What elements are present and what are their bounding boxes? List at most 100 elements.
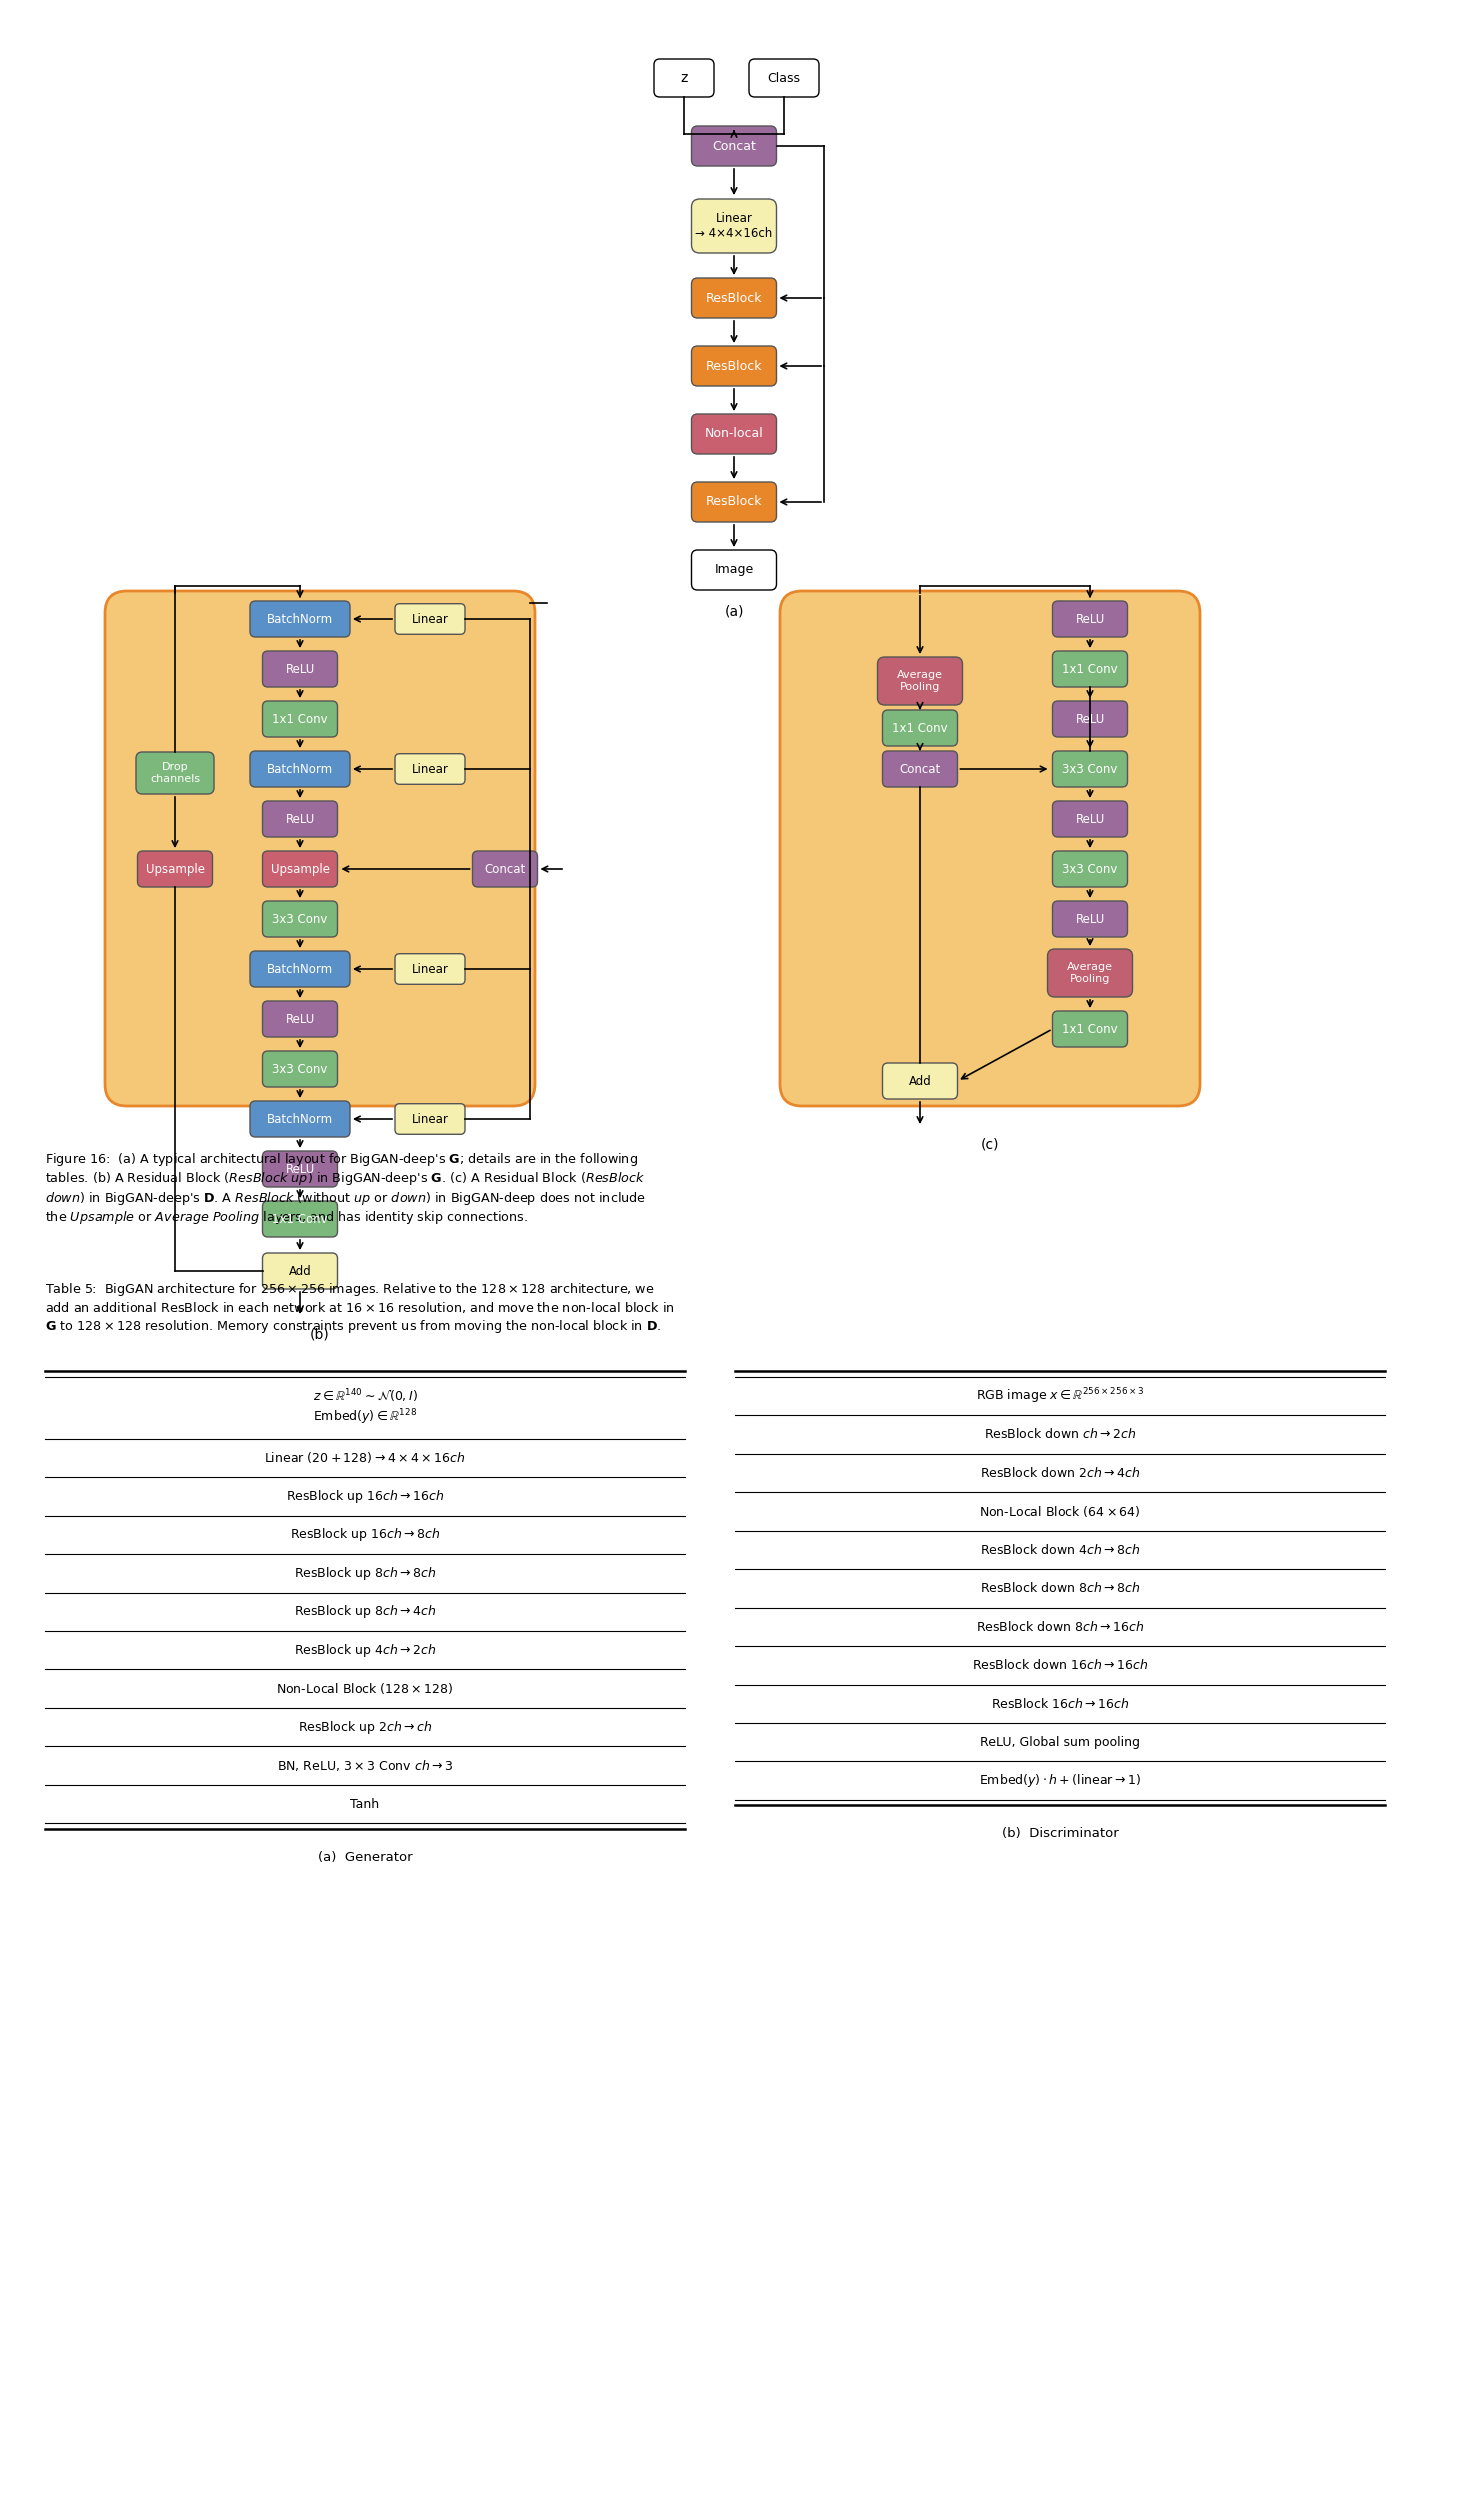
FancyBboxPatch shape xyxy=(691,413,777,454)
FancyBboxPatch shape xyxy=(691,481,777,521)
FancyBboxPatch shape xyxy=(691,549,777,589)
Text: Drop
channels: Drop channels xyxy=(150,762,200,784)
Text: ResBlock down $8ch \rightarrow 8ch$: ResBlock down $8ch \rightarrow 8ch$ xyxy=(979,1581,1141,1596)
Text: (a): (a) xyxy=(724,604,744,619)
FancyBboxPatch shape xyxy=(263,902,338,937)
FancyBboxPatch shape xyxy=(1048,950,1132,997)
Text: Upsample: Upsample xyxy=(270,862,329,875)
Text: Linear: Linear xyxy=(411,1113,448,1125)
Text: Concat: Concat xyxy=(900,762,941,774)
Text: ReLU, Global sum pooling: ReLU, Global sum pooling xyxy=(981,1737,1141,1749)
FancyBboxPatch shape xyxy=(1053,902,1127,937)
Text: (c): (c) xyxy=(981,1138,1000,1150)
FancyBboxPatch shape xyxy=(250,752,349,787)
Text: ResBlock up $8ch \rightarrow 4ch$: ResBlock up $8ch \rightarrow 4ch$ xyxy=(294,1604,436,1621)
Text: ReLU: ReLU xyxy=(285,1163,314,1175)
Text: ReLU: ReLU xyxy=(1076,611,1104,626)
Text: Figure 16:  (a) A typical architectural layout for BigGAN-deep's $\mathbf{G}$; d: Figure 16: (a) A typical architectural l… xyxy=(46,1150,646,1225)
Text: 1x1 Conv: 1x1 Conv xyxy=(1063,662,1117,677)
Text: Add: Add xyxy=(289,1266,311,1278)
Text: ResBlock down $ch \rightarrow 2ch$: ResBlock down $ch \rightarrow 2ch$ xyxy=(984,1428,1136,1441)
Text: ResBlock up $2ch \rightarrow ch$: ResBlock up $2ch \rightarrow ch$ xyxy=(298,1719,432,1737)
FancyBboxPatch shape xyxy=(395,604,465,634)
FancyBboxPatch shape xyxy=(395,955,465,985)
FancyBboxPatch shape xyxy=(395,754,465,784)
Text: 1x1 Conv: 1x1 Conv xyxy=(272,1213,327,1225)
Text: ReLU: ReLU xyxy=(1076,712,1104,727)
FancyBboxPatch shape xyxy=(250,950,349,987)
Text: $\mathrm{Embed}(y) \cdot h + (\mathrm{linear} \rightarrow 1)$: $\mathrm{Embed}(y) \cdot h + (\mathrm{li… xyxy=(979,1772,1141,1789)
Text: BatchNorm: BatchNorm xyxy=(267,1113,333,1125)
Text: ResBlock: ResBlock xyxy=(706,496,762,509)
Text: BatchNorm: BatchNorm xyxy=(267,611,333,626)
Text: BatchNorm: BatchNorm xyxy=(267,962,333,975)
Text: ResBlock up $8ch \rightarrow 8ch$: ResBlock up $8ch \rightarrow 8ch$ xyxy=(294,1564,436,1581)
Text: (a)  Generator: (a) Generator xyxy=(317,1852,413,1864)
FancyBboxPatch shape xyxy=(263,852,338,887)
FancyBboxPatch shape xyxy=(655,60,713,98)
Text: 3x3 Conv: 3x3 Conv xyxy=(1063,762,1117,774)
FancyBboxPatch shape xyxy=(263,1253,338,1288)
Text: ReLU: ReLU xyxy=(1076,812,1104,824)
Text: ResBlock $16ch \rightarrow 16ch$: ResBlock $16ch \rightarrow 16ch$ xyxy=(991,1697,1129,1712)
Text: (b)  Discriminator: (b) Discriminator xyxy=(1001,1827,1119,1839)
Text: (b): (b) xyxy=(310,1328,330,1341)
Text: Concat: Concat xyxy=(712,140,756,153)
Text: ResBlock down $2ch \rightarrow 4ch$: ResBlock down $2ch \rightarrow 4ch$ xyxy=(979,1466,1141,1479)
Text: z: z xyxy=(680,70,687,85)
FancyBboxPatch shape xyxy=(263,802,338,837)
FancyBboxPatch shape xyxy=(1053,652,1127,687)
Text: BatchNorm: BatchNorm xyxy=(267,762,333,774)
Text: Upsample: Upsample xyxy=(145,862,204,875)
FancyBboxPatch shape xyxy=(138,852,213,887)
Text: ResBlock down $8ch \rightarrow 16ch$: ResBlock down $8ch \rightarrow 16ch$ xyxy=(976,1619,1144,1634)
Text: RGB image $x \in \mathbb{R}^{256 \times 256 \times 3}$: RGB image $x \in \mathbb{R}^{256 \times … xyxy=(976,1386,1144,1406)
FancyBboxPatch shape xyxy=(1053,1010,1127,1048)
FancyBboxPatch shape xyxy=(780,591,1199,1105)
FancyBboxPatch shape xyxy=(263,1050,338,1088)
Text: 3x3 Conv: 3x3 Conv xyxy=(272,1063,327,1075)
Text: Tanh: Tanh xyxy=(351,1797,380,1812)
FancyBboxPatch shape xyxy=(691,278,777,318)
Text: 3x3 Conv: 3x3 Conv xyxy=(272,912,327,925)
Text: Non-Local Block $(128 \times 128)$: Non-Local Block $(128 \times 128)$ xyxy=(276,1682,454,1697)
FancyBboxPatch shape xyxy=(878,657,963,704)
Text: Table 5:  BigGAN architecture for $256 \times 256$ images. Relative to the $128 : Table 5: BigGAN architecture for $256 \t… xyxy=(46,1281,675,1336)
Text: ReLU: ReLU xyxy=(285,812,314,824)
FancyBboxPatch shape xyxy=(263,1200,338,1238)
FancyBboxPatch shape xyxy=(691,125,777,165)
FancyBboxPatch shape xyxy=(263,1150,338,1188)
FancyBboxPatch shape xyxy=(882,709,957,747)
Text: ResBlock up $4ch \rightarrow 2ch$: ResBlock up $4ch \rightarrow 2ch$ xyxy=(294,1641,436,1659)
FancyBboxPatch shape xyxy=(1053,852,1127,887)
Text: BN, ReLU, $3 \times 3$ Conv $ch \rightarrow 3$: BN, ReLU, $3 \times 3$ Conv $ch \rightar… xyxy=(277,1759,454,1774)
FancyBboxPatch shape xyxy=(473,852,537,887)
FancyBboxPatch shape xyxy=(691,346,777,386)
Text: 1x1 Conv: 1x1 Conv xyxy=(893,722,948,734)
Text: $z \in \mathbb{R}^{140} \sim \mathcal{N}(0, I)$
$\mathrm{Embed}(y) \in \mathbb{R: $z \in \mathbb{R}^{140} \sim \mathcal{N}… xyxy=(313,1388,417,1428)
Text: Linear: Linear xyxy=(411,611,448,626)
Text: 1x1 Conv: 1x1 Conv xyxy=(1063,1022,1117,1035)
Text: ResBlock: ResBlock xyxy=(706,291,762,306)
Text: 1x1 Conv: 1x1 Conv xyxy=(272,712,327,727)
FancyBboxPatch shape xyxy=(263,702,338,737)
FancyBboxPatch shape xyxy=(106,591,534,1105)
Text: ReLU: ReLU xyxy=(285,1012,314,1025)
FancyBboxPatch shape xyxy=(263,652,338,687)
Text: Non-Local Block $(64 \times 64)$: Non-Local Block $(64 \times 64)$ xyxy=(979,1504,1141,1519)
FancyBboxPatch shape xyxy=(1053,802,1127,837)
Text: Class: Class xyxy=(768,73,800,85)
Text: Linear
→ 4×4×16ch: Linear → 4×4×16ch xyxy=(696,213,772,241)
Text: Linear $(20 + 128) \rightarrow 4 \times 4 \times 16ch$: Linear $(20 + 128) \rightarrow 4 \times … xyxy=(264,1451,465,1466)
FancyBboxPatch shape xyxy=(250,1100,349,1138)
Text: ReLU: ReLU xyxy=(1076,912,1104,925)
Text: ResBlock down $4ch \rightarrow 8ch$: ResBlock down $4ch \rightarrow 8ch$ xyxy=(979,1544,1141,1556)
Text: ResBlock up $16ch \rightarrow 16ch$: ResBlock up $16ch \rightarrow 16ch$ xyxy=(286,1489,445,1504)
Text: ResBlock down $16ch \rightarrow 16ch$: ResBlock down $16ch \rightarrow 16ch$ xyxy=(972,1659,1148,1672)
Text: Add: Add xyxy=(909,1075,931,1088)
FancyBboxPatch shape xyxy=(137,752,214,794)
FancyBboxPatch shape xyxy=(1053,752,1127,787)
Text: Linear: Linear xyxy=(411,962,448,975)
Text: 3x3 Conv: 3x3 Conv xyxy=(1063,862,1117,875)
Text: Linear: Linear xyxy=(411,762,448,774)
